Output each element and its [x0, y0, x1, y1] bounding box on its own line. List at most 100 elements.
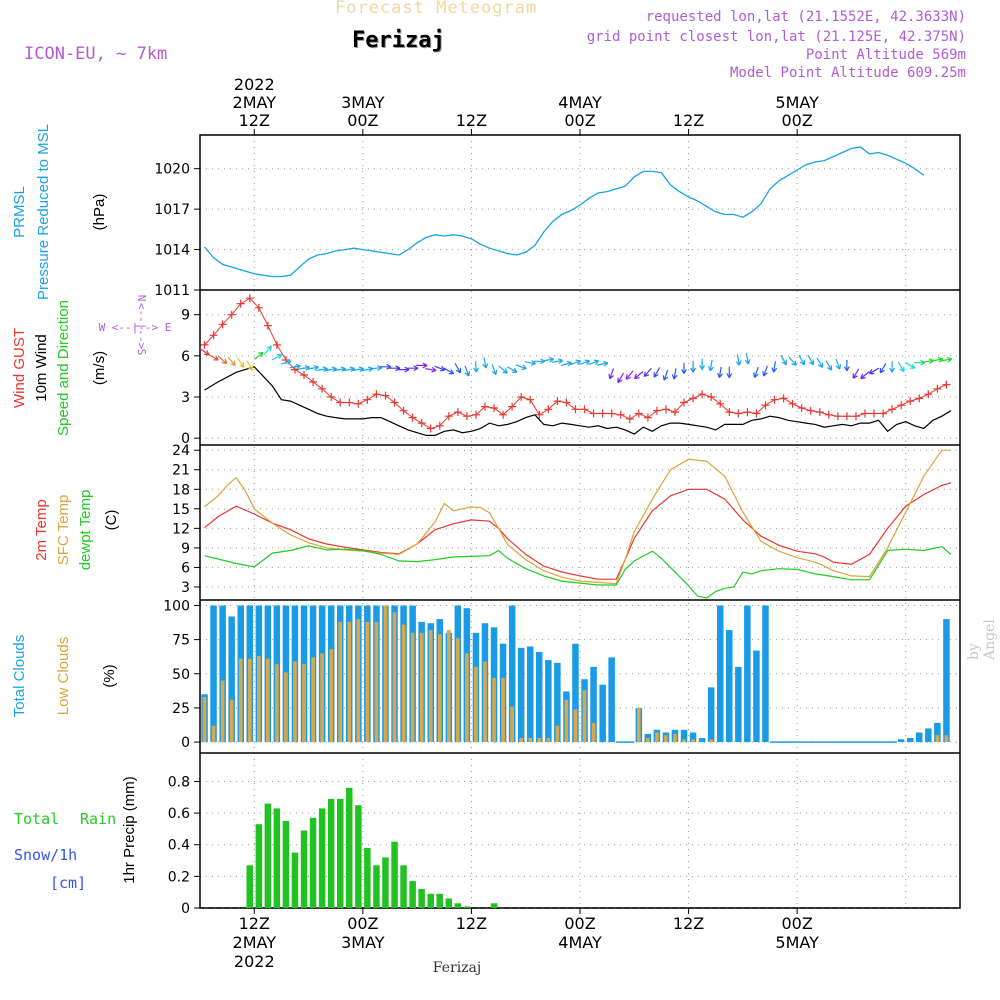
wind-direction-arrow: [625, 370, 634, 380]
rain-bar: [409, 881, 416, 908]
gust-marker: [824, 410, 833, 419]
wind-direction-arrow: [780, 354, 787, 366]
gust-marker: [643, 413, 652, 422]
total-cloud-bar: [572, 643, 579, 743]
wind-direction-arrow: [473, 361, 479, 373]
snow-label: Snow/1h: [14, 846, 77, 864]
wind-direction-arrow: [643, 367, 652, 378]
rain-bar: [373, 865, 380, 908]
wind-direction-arrow: [816, 357, 824, 369]
total-clouds-label: Total Clouds: [11, 635, 28, 718]
footer-station-label: Ferizaj: [433, 960, 481, 976]
y-tick-label-temp: 15: [172, 502, 190, 518]
low-cloud-bar: [537, 738, 542, 743]
clouds-unit: (%): [101, 664, 118, 687]
total-cloud-bar: [545, 660, 552, 743]
wind-direction-arrow: [868, 367, 880, 375]
bottom-time-label: 00Z: [347, 914, 378, 933]
y-tick-label-pressure: 1011: [154, 283, 190, 299]
total-cloud-bar: [735, 666, 742, 742]
y-tick-label-cloud: 50: [172, 667, 190, 683]
top-time-label: 12Z: [673, 111, 704, 130]
compass-west-east: W <--|--> E: [99, 321, 172, 334]
wind-direction-arrow: [788, 356, 797, 367]
rain-bar: [391, 841, 398, 908]
wind-direction-arrow: [753, 366, 759, 378]
low-cloud-bar: [311, 657, 315, 743]
gust-marker: [499, 410, 508, 419]
gust-marker: [227, 310, 236, 319]
wind-direction-arrow: [334, 366, 347, 373]
bottom-time-label: 12Z: [456, 914, 487, 933]
wind-direction-arrow: [889, 361, 896, 373]
gust-marker: [472, 410, 480, 419]
low-cloud-bar: [528, 738, 532, 743]
wind-direction-arrow: [380, 363, 392, 370]
wind-direction-arrow: [218, 355, 228, 365]
rain-bar: [463, 906, 471, 908]
gust-marker: [833, 412, 842, 421]
rain-bar: [355, 805, 362, 908]
low-cloud-bar: [501, 677, 505, 743]
y-tick-label-temp: 9: [181, 541, 190, 557]
panels: [199, 134, 961, 909]
gust-marker: [245, 294, 254, 303]
top-time-label: 4MAY: [558, 93, 602, 112]
wind-direction-arrow: [843, 359, 850, 372]
total-cloud-bar: [536, 651, 543, 743]
bottom-time-label: 4MAY: [558, 933, 602, 952]
rain-bar: [445, 898, 453, 908]
low-cloud-bar: [465, 653, 469, 743]
gust-marker: [300, 371, 308, 379]
low-cloud-bar: [944, 735, 949, 742]
low-cloud-bar: [564, 699, 569, 742]
wind-direction-arrow: [246, 360, 254, 371]
wind-direction-arrow: [289, 363, 301, 370]
gust-marker: [680, 398, 688, 407]
wind-direction-arrow: [798, 354, 805, 366]
pressure-label: Pressure Reduced to MSL: [35, 124, 52, 300]
wind-direction-arrow: [434, 365, 446, 372]
gust-marker: [408, 413, 417, 422]
model-point-altitude: Model Point Altitude 609.25m: [729, 65, 966, 81]
y-tick-label-pressure: 1020: [154, 162, 190, 178]
gust-marker: [535, 410, 544, 419]
low-cloud-bar: [673, 733, 677, 743]
rain-bar: [490, 903, 498, 908]
low-cloud-bar: [220, 680, 225, 743]
wind-direction-arrow: [597, 360, 609, 367]
y-tick-label-temp: 18: [172, 482, 190, 498]
y-tick-label-precip: 0.4: [168, 838, 190, 854]
gust-marker: [526, 395, 535, 404]
wind-direction-arrow: [482, 357, 489, 369]
gust-marker: [770, 395, 779, 404]
bottom-time-label: 00Z: [564, 914, 595, 933]
gust-marker: [363, 395, 372, 404]
total-cloud-bar: [753, 650, 760, 742]
wind-direction-arrow: [771, 361, 778, 373]
total-cloud-bar: [508, 605, 516, 743]
wind-direction-arrow: [263, 345, 272, 355]
y-tick-label-precip: 0.6: [168, 806, 190, 822]
low-cloud-bar: [374, 621, 379, 743]
gust-marker: [200, 340, 209, 349]
y-tick-label-temp: 24: [172, 443, 190, 459]
wind-direction-arrow: [507, 366, 518, 373]
wind-direction-arrow: [316, 366, 328, 373]
gust-marker: [481, 402, 489, 411]
low-cloud-bar: [546, 738, 551, 743]
bottom-time-label: 12Z: [673, 914, 704, 933]
y-ticks: 1011101410171020036936912151821240255075…: [154, 162, 200, 917]
y-tick-label-wind: 9: [181, 308, 190, 324]
total-cloud-bar: [916, 732, 923, 743]
total-cloud-bar: [707, 687, 715, 742]
low-cloud-bar: [428, 630, 433, 743]
low-cloud-bar: [582, 690, 587, 743]
low-cloud-bar: [202, 697, 207, 743]
gust-marker: [671, 408, 679, 417]
wind-direction-arrow: [524, 360, 537, 366]
gust-marker: [788, 399, 797, 408]
gust-marker: [426, 424, 435, 433]
low-cloud-bar: [266, 658, 270, 742]
wind-direction-label: Speed and Direction: [55, 300, 72, 436]
